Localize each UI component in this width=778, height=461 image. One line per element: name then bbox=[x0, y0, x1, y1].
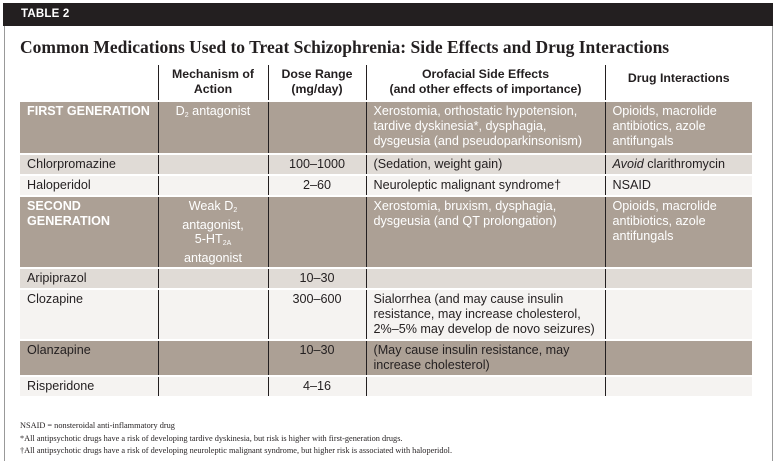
table-label: TABLE 2 bbox=[21, 8, 70, 20]
medications-table: Mechanism of Action Dose Range (mg/day) … bbox=[20, 65, 752, 396]
drug-name: Aripiprazol bbox=[20, 267, 158, 289]
side-effects: Sialorrhea (and may cause insulin resist… bbox=[365, 288, 605, 340]
side-effects-subheading: (and other effects of importance) bbox=[389, 82, 582, 96]
drug-name: Chlorpromazine bbox=[20, 153, 158, 175]
side-effects: Xerostomia, orthostatic hypotension, tar… bbox=[365, 100, 605, 154]
header-drug bbox=[20, 65, 158, 101]
mechanism bbox=[157, 153, 268, 175]
table-row-first-generation: FIRST GENERATION D2 antagonist Xerostomi… bbox=[20, 100, 752, 154]
header-side-effects: Orofacial Side Effects (and other effects… bbox=[365, 65, 605, 101]
side-effects bbox=[365, 375, 605, 396]
dose: 10–30 bbox=[267, 339, 366, 376]
footnote: †All antipsychotic drugs have a risk of … bbox=[20, 446, 453, 455]
drug-name: Risperidone bbox=[20, 375, 158, 396]
side-effects: (May cause insulin resistance, may incre… bbox=[365, 339, 605, 376]
drug-name: Haloperidol bbox=[20, 174, 158, 196]
table-label-bar: TABLE 2 bbox=[3, 3, 773, 26]
interactions: Opioids, macrolide antibiotics, azole an… bbox=[604, 195, 752, 268]
side-effects-heading: Orofacial Side Effects bbox=[421, 67, 550, 81]
header-row: Mechanism of Action Dose Range (mg/day) … bbox=[20, 65, 752, 101]
side-effects: (Sedation, weight gain) bbox=[365, 153, 605, 175]
interactions bbox=[604, 267, 752, 289]
mechanism: Weak D2 antagonist, 5-HT2A antagonist bbox=[157, 195, 268, 268]
table-row: Chlorpromazine 100–1000 (Sedation, weigh… bbox=[20, 153, 752, 175]
dose: 2–60 bbox=[267, 174, 366, 196]
mechanism bbox=[157, 288, 268, 340]
side-effects bbox=[365, 267, 605, 289]
footnote: *All antipsychotic drugs have a risk of … bbox=[20, 433, 403, 443]
footnotes: NSAID = nonsteroidal anti-inflammatory d… bbox=[20, 420, 452, 458]
side-effects: Xerostomia, bruxism, dysphagia, dysgeusi… bbox=[365, 195, 605, 268]
mechanism bbox=[157, 267, 268, 289]
dose: 300–600 bbox=[267, 288, 366, 340]
drug-name: SECOND GENERATION bbox=[20, 195, 158, 268]
drug-name: Clozapine bbox=[20, 288, 158, 340]
table-row: Clozapine 300–600 Sialorrhea (and may ca… bbox=[20, 288, 752, 340]
mechanism bbox=[157, 339, 268, 376]
interactions: Avoid clarithromycin bbox=[604, 153, 752, 175]
table-row: Olanzapine 10–30 (May cause insulin resi… bbox=[20, 339, 752, 376]
drug-name: FIRST GENERATION bbox=[20, 100, 158, 154]
footnote: NSAID = nonsteroidal anti-inflammatory d… bbox=[20, 421, 175, 430]
interactions bbox=[604, 375, 752, 396]
page-frame bbox=[4, 3, 773, 461]
dose bbox=[267, 195, 366, 268]
interactions: Opioids, macrolide antibiotics, azole an… bbox=[604, 100, 752, 154]
header-mechanism: Mechanism of Action bbox=[157, 65, 268, 101]
table-title: Common Medications Used to Treat Schizop… bbox=[20, 37, 670, 57]
table-row: Risperidone 4–16 bbox=[20, 375, 752, 396]
dose bbox=[267, 100, 366, 154]
table-row: Aripiprazol 10–30 bbox=[20, 267, 752, 289]
header-interactions: Drug Interactions bbox=[604, 65, 752, 101]
table-row-second-generation: SECOND GENERATION Weak D2 antagonist, 5-HT… bbox=[20, 195, 752, 268]
mechanism bbox=[157, 375, 268, 396]
dose: 4–16 bbox=[267, 375, 366, 396]
table-row: Haloperidol 2–60 Neuroleptic malignant s… bbox=[20, 174, 752, 196]
header-dose: Dose Range (mg/day) bbox=[267, 65, 366, 101]
side-effects: Neuroleptic malignant syndrome† bbox=[365, 174, 605, 196]
dose: 10–30 bbox=[267, 267, 366, 289]
drug-name: Olanzapine bbox=[20, 339, 158, 376]
mechanism: D2 antagonist bbox=[157, 100, 268, 154]
interactions bbox=[604, 339, 752, 376]
interactions bbox=[604, 288, 752, 340]
mechanism bbox=[157, 174, 268, 196]
dose: 100–1000 bbox=[267, 153, 366, 175]
interactions: NSAID bbox=[604, 174, 752, 196]
